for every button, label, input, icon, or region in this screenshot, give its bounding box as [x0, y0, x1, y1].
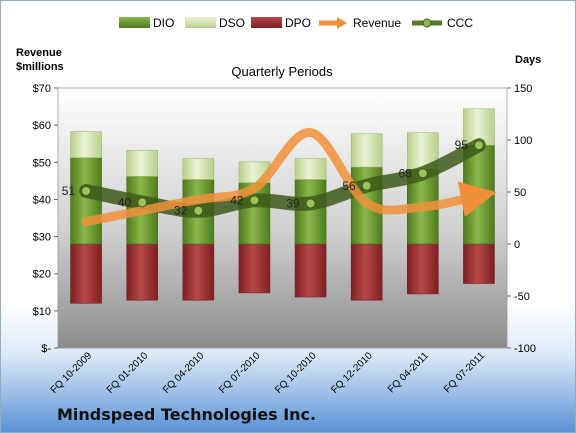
- ccc-point: [81, 185, 92, 196]
- dpo-bar: [70, 243, 102, 304]
- right-tick-label: -50: [514, 291, 530, 303]
- dpo-bar: [407, 243, 439, 295]
- dso-bar: [126, 150, 158, 177]
- category-label: FQ 07-2010: [217, 350, 263, 396]
- ccc-point: [473, 140, 484, 151]
- ccc-label: 68: [398, 166, 412, 180]
- left-tick-label: $20: [33, 269, 51, 281]
- left-tick-label: $70: [33, 83, 51, 95]
- ccc-point: [361, 180, 372, 191]
- dpo-bar: [126, 243, 158, 301]
- dpo-bar: [182, 243, 215, 301]
- dso-bar: [182, 158, 215, 180]
- left-tick-label: $60: [33, 120, 51, 132]
- chart-title: Quarterly Periods: [231, 64, 333, 79]
- left-tick-label: $50: [33, 157, 51, 169]
- left-tick-label: $30: [33, 232, 51, 244]
- right-tick-label: -100: [514, 343, 536, 355]
- ccc-label: 32: [174, 204, 188, 218]
- ccc-point: [249, 195, 260, 206]
- ccc-label: 40: [118, 195, 132, 209]
- right-tick-label: 100: [514, 135, 532, 147]
- right-tick-label: 50: [514, 187, 526, 199]
- dpo-bar: [463, 243, 495, 284]
- category-label: FQ 04-2011: [386, 350, 431, 395]
- dpo-bar: [294, 243, 327, 298]
- ccc-point: [193, 205, 204, 216]
- dio-bar: [70, 157, 102, 245]
- dio-bar: [294, 179, 327, 245]
- left-axis-title-line1: Revenue: [16, 47, 62, 59]
- ccc-label: 42: [230, 193, 244, 207]
- dso-bar: [407, 132, 439, 170]
- dpo-bar: [350, 243, 383, 301]
- ccc-label: 51: [62, 184, 76, 198]
- left-tick-label: $-: [41, 343, 51, 355]
- left-tick-label: $10: [33, 306, 51, 318]
- ccc-label: 56: [342, 179, 356, 193]
- category-label: FQ 12-2010: [329, 350, 375, 396]
- dpo-bar: [238, 243, 271, 294]
- dso-bar: [294, 158, 327, 180]
- ccc-point: [417, 168, 428, 179]
- category-label: FQ 10-2009: [49, 350, 95, 396]
- ccc-point: [305, 198, 316, 209]
- revenue-line: [81, 128, 497, 227]
- dso-bar: [350, 133, 383, 168]
- category-label: FQ 10-2010: [273, 350, 319, 396]
- left-axis-title: Revenue $millions: [16, 46, 64, 74]
- right-tick-label: 0: [514, 239, 520, 251]
- ccc-label: 95: [455, 138, 469, 152]
- company-name: Mindspeed Technologies Inc.: [57, 405, 317, 424]
- left-axis-title-line2: $millions: [16, 61, 64, 73]
- dso-bar: [70, 131, 102, 158]
- category-label: FQ 07-2011: [442, 350, 487, 395]
- left-tick-label: $40: [33, 194, 51, 206]
- right-axis-title: Days: [515, 54, 542, 66]
- right-tick-label: 150: [514, 83, 532, 95]
- ccc-point: [137, 197, 148, 208]
- ccc-label: 39: [286, 196, 300, 210]
- category-label: FQ 04-2010: [161, 350, 207, 396]
- category-label: FQ 01-2010: [105, 350, 151, 396]
